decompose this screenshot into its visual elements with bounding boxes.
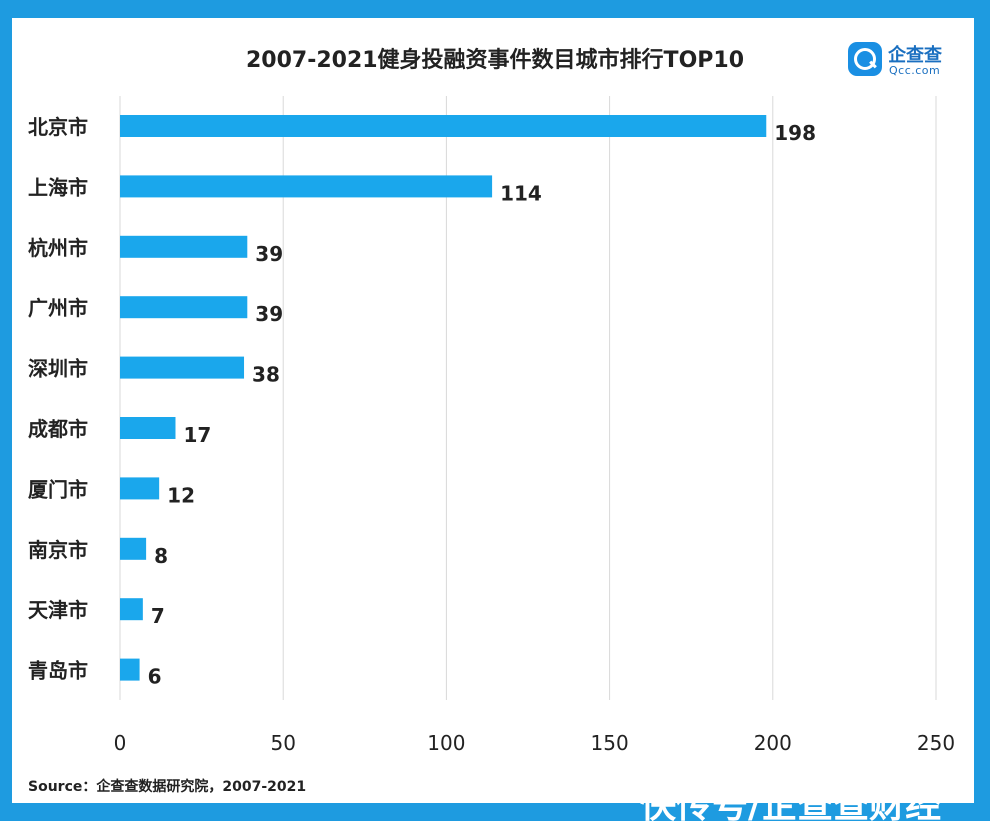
bar-7 [120, 477, 160, 500]
category-label: 南京市 [28, 538, 88, 562]
source-note: Source：企查查数据研究院，2007-2021 [28, 779, 307, 795]
bar-9 [120, 598, 143, 621]
category-label: 青岛市 [28, 659, 88, 683]
bar-1 [120, 115, 767, 137]
bar-4 [120, 296, 248, 319]
corner-watermark-text: 快传号/企查查财经 [640, 785, 942, 821]
bar-10 [120, 658, 140, 681]
category-label: 广州市 [28, 296, 88, 320]
chart-card [12, 18, 974, 803]
category-label: 深圳市 [28, 357, 88, 381]
bar-2 [120, 175, 493, 198]
x-tick-label: 50 [270, 731, 295, 755]
category-label: 厦门市 [28, 477, 88, 501]
x-tick-label: 250 [917, 731, 955, 755]
x-tick-label: 150 [591, 731, 629, 755]
category-label: 北京市 [28, 115, 88, 139]
bar-8 [120, 537, 147, 560]
bar-3 [120, 235, 248, 258]
value-label: 39 [255, 242, 283, 266]
logo-name: 企查查 [888, 45, 942, 66]
bar-5 [120, 356, 245, 379]
value-label: 114 [500, 181, 542, 205]
category-label: 天津市 [28, 598, 88, 622]
value-label: 39 [255, 302, 283, 326]
logo-domain: Qcc.com [889, 64, 941, 77]
value-label: 38 [252, 363, 280, 387]
category-label: 上海市 [28, 175, 88, 199]
qcc-logo: 企查查 Qcc.com [848, 40, 958, 80]
chart-title: 2007-2021健身投融资事件数目城市排行TOP10 [245, 48, 745, 73]
value-label: 17 [183, 423, 211, 447]
value-label: 7 [151, 604, 165, 628]
category-label: 成都市 [28, 417, 88, 441]
value-label: 8 [154, 544, 168, 568]
x-tick-label: 100 [427, 731, 465, 755]
magnifier-logo-icon [848, 42, 882, 76]
category-label: 杭州市 [28, 236, 88, 260]
value-label: 198 [774, 121, 816, 145]
x-tick-label: 200 [754, 731, 792, 755]
value-label: 6 [148, 665, 162, 689]
bar-6 [120, 417, 176, 439]
x-tick-label: 0 [114, 731, 127, 755]
value-label: 12 [167, 483, 195, 507]
